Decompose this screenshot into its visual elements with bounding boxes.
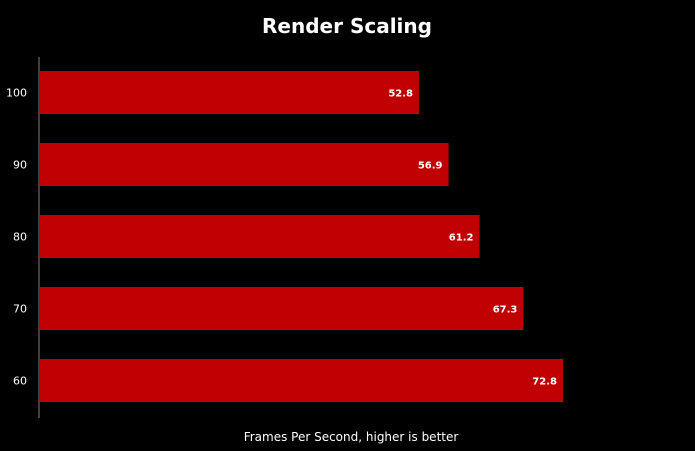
y-tick-label-70: 70 [13,303,27,316]
bar-60 [39,359,563,402]
bar-90 [39,143,449,186]
data-label-90: 56.9 [418,161,443,172]
chart-title: Render Scaling [262,14,432,38]
data-label-80: 61.2 [449,233,474,244]
data-label-60: 72.8 [532,377,557,388]
y-tick-label-60: 60 [13,375,27,388]
bars-group [39,71,563,402]
bar-80 [39,215,480,258]
data-label-70: 67.3 [493,305,518,316]
y-tick-label-90: 90 [13,159,27,172]
bar-100 [39,71,420,114]
y-tick-label-100: 100 [6,87,27,100]
y-tick-labels-group: 100 90 80 70 60 [6,87,27,388]
bar-70 [39,287,524,330]
data-labels-group: 52.8 56.9 61.2 67.3 72.8 [388,89,557,388]
data-label-100: 52.8 [388,89,413,100]
y-tick-label-80: 80 [13,231,27,244]
x-axis-label: Frames Per Second, higher is better [244,430,459,444]
